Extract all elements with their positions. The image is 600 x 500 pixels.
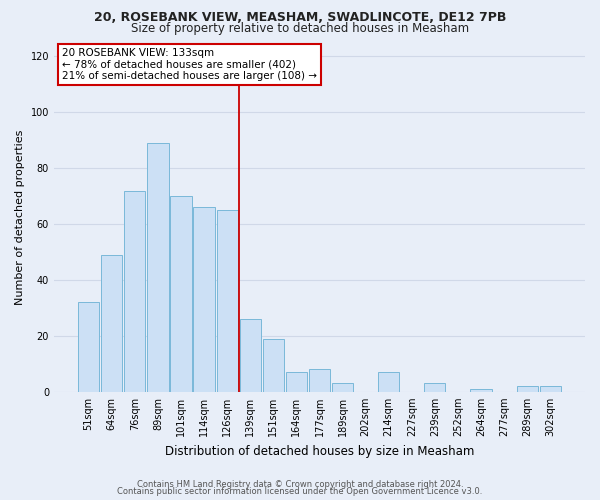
Text: 20, ROSEBANK VIEW, MEASHAM, SWADLINCOTE, DE12 7PB: 20, ROSEBANK VIEW, MEASHAM, SWADLINCOTE,… — [94, 11, 506, 24]
Text: 20 ROSEBANK VIEW: 133sqm
← 78% of detached houses are smaller (402)
21% of semi-: 20 ROSEBANK VIEW: 133sqm ← 78% of detach… — [62, 48, 317, 81]
Text: Contains HM Land Registry data © Crown copyright and database right 2024.: Contains HM Land Registry data © Crown c… — [137, 480, 463, 489]
Text: Contains public sector information licensed under the Open Government Licence v3: Contains public sector information licen… — [118, 487, 482, 496]
Bar — [286, 372, 307, 392]
Bar — [332, 384, 353, 392]
Bar — [78, 302, 99, 392]
Bar — [193, 208, 215, 392]
X-axis label: Distribution of detached houses by size in Measham: Distribution of detached houses by size … — [165, 444, 474, 458]
Bar — [170, 196, 191, 392]
Bar — [263, 338, 284, 392]
Bar — [217, 210, 238, 392]
Bar — [539, 386, 561, 392]
Bar — [309, 370, 330, 392]
Bar — [239, 319, 261, 392]
Bar — [101, 255, 122, 392]
Bar — [124, 190, 145, 392]
Bar — [147, 143, 169, 392]
Y-axis label: Number of detached properties: Number of detached properties — [15, 130, 25, 305]
Bar — [378, 372, 400, 392]
Text: Size of property relative to detached houses in Measham: Size of property relative to detached ho… — [131, 22, 469, 35]
Bar — [470, 389, 491, 392]
Bar — [424, 384, 445, 392]
Bar — [517, 386, 538, 392]
